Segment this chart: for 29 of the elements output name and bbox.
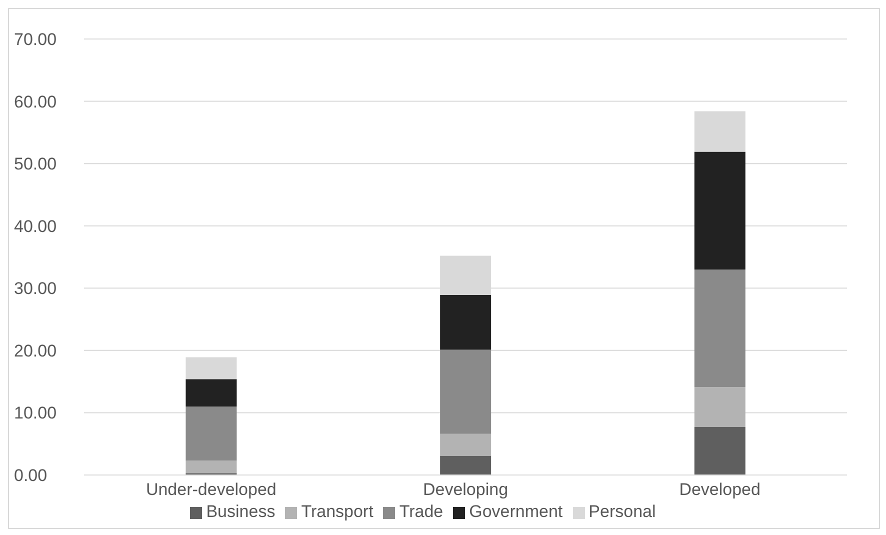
- y-tick-label: 10.00: [14, 404, 57, 423]
- legend-label: Trade: [399, 502, 444, 521]
- x-tick-label: Developed: [679, 480, 760, 500]
- bar: [694, 387, 746, 428]
- bar: [186, 379, 237, 406]
- bar: [440, 456, 492, 475]
- y-tick-label: 20.00: [14, 341, 57, 360]
- bar: [694, 152, 746, 270]
- legend-label: Transport: [301, 502, 374, 521]
- bar: [186, 460, 237, 474]
- bar: [440, 350, 492, 434]
- legend-label: Personal: [588, 502, 656, 521]
- y-tick-label: 60.00: [14, 92, 57, 112]
- x-tick-label: Under-developed: [146, 480, 276, 500]
- legend-label: Business: [206, 502, 276, 521]
- bar: [186, 357, 237, 380]
- y-tick-label: 0.00: [14, 466, 48, 486]
- legend-label: Government: [469, 502, 563, 521]
- y-tick-label: 30.00: [14, 279, 57, 298]
- y-tick-label: 40.00: [14, 216, 57, 236]
- bar: [440, 294, 492, 350]
- x-tick-label: Developing: [422, 480, 508, 500]
- y-tick-label: 70.00: [14, 30, 57, 50]
- bar: [694, 269, 746, 388]
- bar: [694, 111, 746, 152]
- bar: [186, 406, 237, 461]
- y-tick-label: 50.00: [14, 154, 57, 174]
- bar: [694, 427, 746, 475]
- bar: [440, 434, 492, 456]
